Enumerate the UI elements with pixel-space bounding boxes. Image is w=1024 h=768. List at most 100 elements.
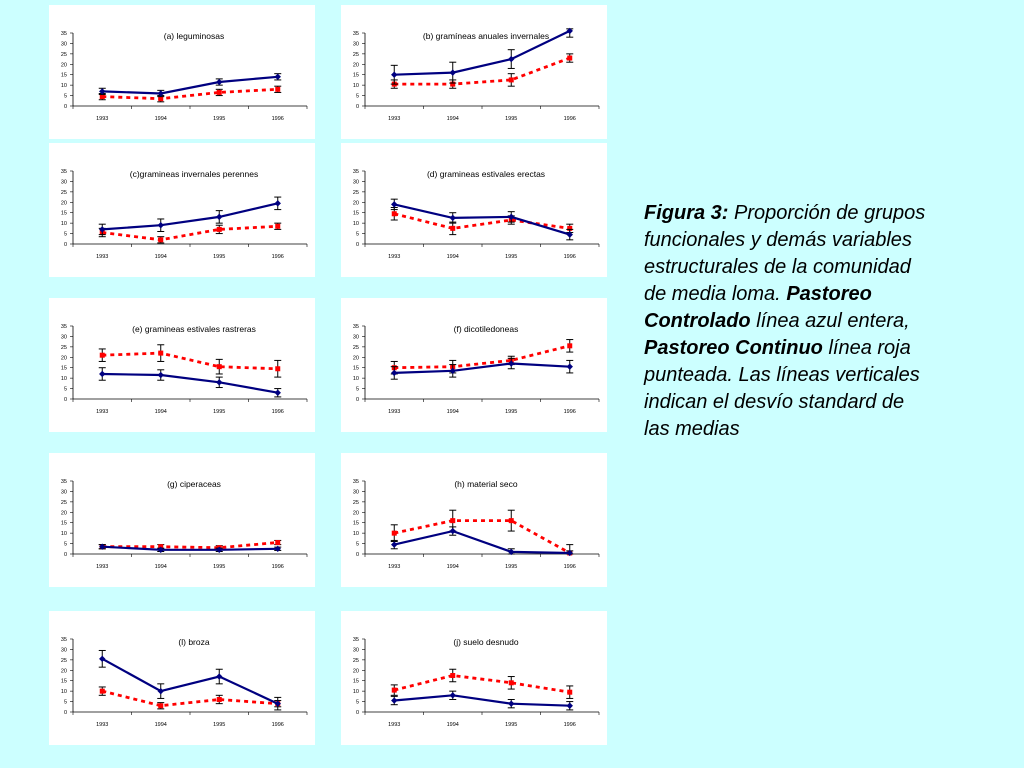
y-tick-label: 30 bbox=[61, 41, 67, 47]
chart-panel-l: (l) broza 0 5 10 15 20 25 30 35 1993 1994 1995 1996 bbox=[49, 611, 315, 745]
x-tick-label: 1994 bbox=[155, 564, 167, 570]
series-continuo-point bbox=[158, 96, 164, 102]
series-controlado-point bbox=[449, 69, 456, 76]
y-tick-label: 20 bbox=[353, 355, 359, 361]
y-tick-label: 20 bbox=[353, 200, 359, 206]
y-tick-label: 5 bbox=[356, 232, 359, 238]
x-tick-label: 1995 bbox=[505, 409, 517, 415]
y-tick-label: 5 bbox=[356, 94, 359, 100]
x-tick-label: 1993 bbox=[388, 116, 400, 122]
y-tick-label: 25 bbox=[353, 52, 359, 58]
series-continuo-point bbox=[391, 530, 397, 536]
series-controlado-point bbox=[508, 55, 515, 63]
y-tick-label: 30 bbox=[61, 179, 67, 185]
series-continuo-point bbox=[216, 89, 222, 95]
series-controlado-point bbox=[274, 545, 281, 552]
series-controlado-point bbox=[274, 389, 281, 396]
y-tick-label: 15 bbox=[61, 73, 67, 79]
x-tick-label: 1994 bbox=[447, 254, 459, 260]
series-controlado-point bbox=[449, 367, 456, 375]
series-continuo-point bbox=[99, 688, 105, 694]
x-tick-label: 1996 bbox=[564, 116, 576, 122]
y-tick-label: 20 bbox=[61, 510, 67, 516]
x-tick-label: 1996 bbox=[272, 722, 284, 728]
series-continuo-point bbox=[275, 540, 281, 546]
series-continuo-point bbox=[216, 364, 222, 370]
x-tick-label: 1993 bbox=[96, 722, 108, 728]
series-continuo-point bbox=[567, 689, 573, 695]
y-tick-label: 5 bbox=[64, 232, 67, 238]
x-tick-label: 1995 bbox=[213, 409, 225, 415]
series-continuo-point bbox=[275, 366, 281, 372]
series-controlado-line bbox=[102, 202, 279, 231]
x-tick-label: 1996 bbox=[564, 409, 576, 415]
y-tick-label: 35 bbox=[61, 479, 67, 485]
series-controlado-point bbox=[508, 700, 515, 707]
series-continuo-point bbox=[158, 703, 164, 709]
y-tick-label: 25 bbox=[61, 658, 67, 664]
series-continuo-point bbox=[158, 350, 164, 356]
y-tick-label: 15 bbox=[353, 73, 359, 79]
chart-gramineas-estivales-rastreras: (e) gramineas estivales rastreras 0 5 10 15 2… bbox=[61, 324, 308, 415]
series-continuo-point bbox=[567, 343, 573, 349]
x-tick-label: 1996 bbox=[272, 564, 284, 570]
series-controlado-point bbox=[391, 201, 398, 208]
series-continuo-point bbox=[216, 226, 222, 232]
y-tick-label: 5 bbox=[64, 94, 67, 100]
x-tick-label: 1995 bbox=[213, 564, 225, 570]
x-tick-label: 1994 bbox=[155, 116, 167, 122]
x-tick-label: 1993 bbox=[388, 409, 400, 415]
series-controlado-line bbox=[102, 372, 278, 394]
y-tick-label: 10 bbox=[61, 531, 67, 537]
y-tick-label: 35 bbox=[61, 31, 67, 37]
y-tick-label: 15 bbox=[353, 211, 359, 217]
y-tick-label: 35 bbox=[353, 637, 359, 643]
series-continuo-point bbox=[450, 225, 456, 231]
series-controlado-point bbox=[566, 363, 573, 370]
x-tick-label: 1996 bbox=[272, 409, 284, 415]
series-controlado-line bbox=[394, 529, 570, 555]
series-continuo-point bbox=[567, 55, 573, 61]
y-tick-label: 25 bbox=[61, 190, 67, 196]
chart-ciperaceas: (g) ciperaceas 0 5 10 15 20 25 30 35 1993 1994 1995… bbox=[61, 479, 308, 570]
x-tick-label: 1994 bbox=[155, 722, 167, 728]
x-tick-label: 1993 bbox=[388, 564, 400, 570]
series-continuo-point bbox=[275, 86, 281, 92]
series-controlado-point bbox=[449, 527, 456, 535]
x-tick-label: 1993 bbox=[96, 564, 108, 570]
series-controlado-line bbox=[101, 657, 279, 705]
series-continuo-point bbox=[508, 680, 514, 686]
series-controlado-point bbox=[391, 541, 398, 548]
caption-text-1: Proporción de grupos funcionales y demás… bbox=[644, 202, 926, 305]
y-tick-label: 20 bbox=[61, 200, 67, 206]
chart-material-seco: (h) material seco 0 5 10 15 20 25 30 35 1993 1994 1… bbox=[353, 479, 600, 570]
caption-text-2: línea azul entera, bbox=[756, 310, 910, 332]
y-tick-label: 5 bbox=[64, 387, 67, 393]
x-tick-label: 1994 bbox=[447, 409, 459, 415]
series-controlado-point bbox=[449, 692, 456, 699]
series-controlado-line bbox=[394, 203, 571, 236]
x-tick-label: 1995 bbox=[213, 116, 225, 122]
chart-title: (g) ciperaceas bbox=[167, 479, 221, 489]
chart-title: (j) suelo desnudo bbox=[453, 637, 518, 647]
y-tick-label: 20 bbox=[353, 62, 359, 68]
y-tick-label: 15 bbox=[61, 679, 67, 685]
y-tick-label: 30 bbox=[353, 647, 359, 653]
y-tick-label: 30 bbox=[353, 179, 359, 185]
chart-panel-j: (j) suelo desnudo 0 5 10 15 20 25 30 35 1993 1994 1… bbox=[341, 611, 607, 745]
y-tick-label: 10 bbox=[353, 221, 359, 227]
x-tick-label: 1996 bbox=[564, 254, 576, 260]
y-tick-label: 20 bbox=[61, 355, 67, 361]
series-continuo-point bbox=[216, 696, 222, 702]
series-continuo-point bbox=[99, 94, 105, 100]
y-tick-label: 15 bbox=[353, 521, 359, 527]
series-controlado-point bbox=[391, 697, 398, 704]
series-controlado-point bbox=[508, 213, 515, 221]
series-controlado-point bbox=[99, 370, 106, 378]
y-tick-label: 10 bbox=[353, 83, 359, 89]
series-continuo-point bbox=[450, 518, 456, 524]
y-tick-label: 10 bbox=[61, 221, 67, 227]
y-tick-label: 10 bbox=[61, 689, 67, 695]
x-tick-label: 1996 bbox=[272, 116, 284, 122]
chart-gramineas-invernales-perennes: (c)gramineas invernales perennes 0 5 10 15 20… bbox=[61, 169, 308, 260]
